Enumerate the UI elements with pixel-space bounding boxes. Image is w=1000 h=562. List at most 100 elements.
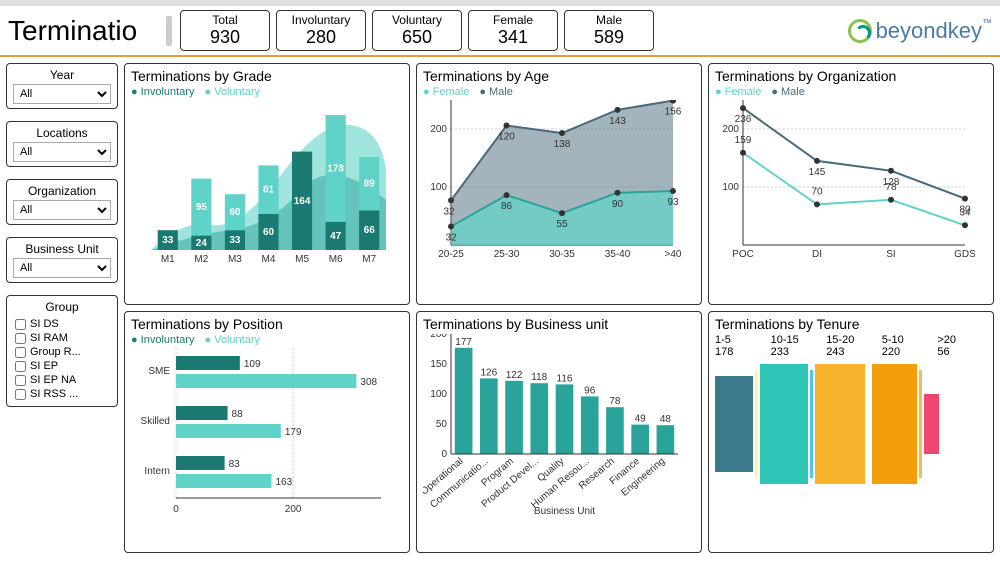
group-item[interactable]: SI EP [15, 360, 109, 372]
filter-locations: Locations All [6, 121, 118, 167]
svg-text:60: 60 [229, 207, 241, 218]
svg-text:159: 159 [735, 135, 752, 146]
tenure-bar [715, 376, 753, 472]
svg-text:M7: M7 [362, 254, 376, 265]
panel-age: Terminations by Age FemaleMale 100200120… [416, 63, 702, 305]
filter-select-organization[interactable]: All [13, 200, 111, 220]
svg-text:POC: POC [732, 249, 754, 260]
scroll-handle[interactable] [166, 16, 172, 46]
svg-text:DI: DI [812, 249, 822, 260]
group-item[interactable]: SI EP NA [15, 374, 109, 386]
svg-text:48: 48 [660, 414, 672, 425]
panel-grade: Terminations by Grade InvoluntaryVolunta… [124, 63, 410, 305]
svg-text:50: 50 [436, 419, 448, 430]
svg-text:164: 164 [294, 196, 311, 207]
svg-text:150: 150 [430, 359, 447, 370]
svg-text:Intern: Intern [144, 466, 170, 477]
filter-select-locations[interactable]: All [13, 142, 111, 162]
svg-text:0: 0 [173, 504, 179, 515]
svg-text:M4: M4 [262, 254, 276, 265]
svg-text:81: 81 [263, 185, 275, 196]
logo: beyondkey™ [848, 18, 992, 44]
svg-text:96: 96 [584, 385, 596, 396]
kpi-row: Total930Involuntary280Voluntary650Female… [180, 10, 654, 51]
group-filter: Group SI DSSI RAMGroup R...SI EPSI EP NA… [6, 295, 118, 407]
svg-text:34: 34 [959, 207, 971, 218]
svg-text:145: 145 [809, 167, 826, 178]
svg-text:30-35: 30-35 [549, 249, 575, 260]
svg-text:200: 200 [722, 124, 739, 135]
svg-text:49: 49 [635, 414, 647, 425]
svg-text:Skilled: Skilled [141, 416, 170, 427]
svg-text:60: 60 [263, 227, 275, 238]
page-title: Terminatio [8, 15, 158, 47]
group-item[interactable]: Group R... [15, 346, 109, 358]
svg-text:M1: M1 [161, 254, 175, 265]
kpi-male: Male589 [564, 10, 654, 51]
svg-text:78: 78 [885, 182, 897, 193]
svg-text:90: 90 [612, 199, 624, 210]
filter-select-business unit[interactable]: All [13, 258, 111, 278]
filter-organization: Organization All [6, 179, 118, 225]
svg-text:47: 47 [330, 231, 342, 242]
panel-position: Terminations by Position InvoluntaryVolu… [124, 311, 410, 553]
svg-text:55: 55 [556, 219, 568, 230]
filter-business unit: Business Unit All [6, 237, 118, 283]
svg-text:236: 236 [735, 114, 752, 125]
svg-text:95: 95 [196, 202, 208, 213]
svg-text:120: 120 [498, 132, 515, 143]
svg-text:SI: SI [886, 249, 895, 260]
svg-text:122: 122 [506, 370, 523, 381]
svg-text:163: 163 [275, 477, 292, 488]
svg-text:100: 100 [430, 389, 447, 400]
filter-select-year[interactable]: All [13, 84, 111, 104]
tenure-bar [872, 364, 918, 484]
svg-text:78: 78 [609, 396, 621, 407]
svg-text:33: 33 [229, 235, 241, 246]
svg-text:88: 88 [232, 409, 244, 420]
svg-text:109: 109 [244, 359, 261, 370]
svg-text:32: 32 [443, 206, 455, 217]
svg-text:86: 86 [501, 201, 513, 212]
svg-text:177: 177 [455, 337, 472, 348]
svg-text:M3: M3 [228, 254, 242, 265]
svg-text:33: 33 [162, 235, 174, 246]
header: Terminatio Total930Involuntary280Volunta… [0, 6, 1000, 57]
group-item[interactable]: SI DS [15, 318, 109, 330]
svg-text:M2: M2 [194, 254, 208, 265]
sidebar: Year All Locations All Organization All … [6, 63, 118, 553]
svg-text:138: 138 [554, 139, 571, 150]
svg-text:179: 179 [285, 427, 302, 438]
svg-text:Business Unit: Business Unit [534, 506, 595, 517]
svg-text:35-40: 35-40 [605, 249, 631, 260]
svg-text:>40: >40 [665, 249, 682, 260]
kpi-total: Total930 [180, 10, 270, 51]
svg-text:M5: M5 [295, 254, 309, 265]
svg-text:83: 83 [229, 459, 241, 470]
tenure-bar [924, 394, 939, 454]
svg-text:126: 126 [480, 367, 497, 378]
group-item[interactable]: SI RSS ... [15, 388, 109, 400]
svg-text:116: 116 [557, 373, 573, 384]
svg-text:SME: SME [148, 366, 170, 377]
svg-text:24: 24 [196, 238, 208, 249]
kpi-voluntary: Voluntary650 [372, 10, 462, 51]
svg-text:66: 66 [364, 225, 376, 236]
svg-text:143: 143 [609, 116, 626, 127]
svg-text:89: 89 [364, 179, 376, 190]
svg-text:32: 32 [445, 232, 457, 243]
svg-text:0: 0 [441, 449, 447, 460]
panel-bu: Terminations by Business unit 0501001502… [416, 311, 702, 553]
svg-text:20-25: 20-25 [438, 249, 464, 260]
svg-text:200: 200 [285, 504, 302, 515]
svg-text:70: 70 [811, 186, 823, 197]
svg-text:M6: M6 [329, 254, 343, 265]
svg-text:93: 93 [667, 197, 679, 208]
kpi-involuntary: Involuntary280 [276, 10, 366, 51]
svg-text:200: 200 [430, 334, 447, 340]
svg-text:100: 100 [430, 182, 447, 193]
panel-org: Terminations by Organization FemaleMale … [708, 63, 994, 305]
svg-text:GDS: GDS [954, 249, 975, 260]
group-item[interactable]: SI RAM [15, 332, 109, 344]
svg-text:118: 118 [531, 372, 547, 383]
